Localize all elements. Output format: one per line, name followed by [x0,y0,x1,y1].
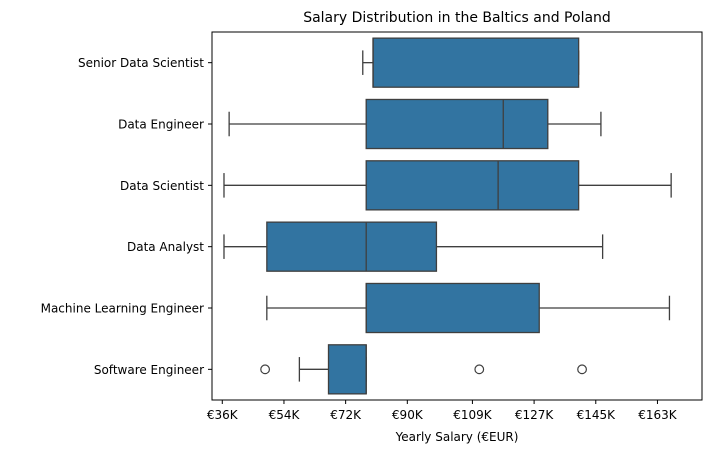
y-tick-label-1: Data Engineer [118,118,204,132]
x-tick-label-1: €54K [269,408,301,422]
x-axis-label: Yearly Salary (€EUR) [395,430,519,444]
box-2 [365,160,580,211]
box-1 [365,98,549,150]
y-tick-label-3: Data Analyst [127,240,204,254]
box-group-4 [266,282,671,334]
box-group-3 [223,221,604,272]
x-tick-label-0: €36K [207,408,239,422]
x-tick-label-3: €90K [392,408,424,422]
outlier-5-0 [260,364,271,375]
outlier-5-2 [577,364,587,375]
chart-title: Salary Distribution in the Baltics and P… [303,10,611,26]
plot-area [211,31,703,401]
x-tick-label-6: €145K [577,408,617,422]
y-tick-label-5: Software Engineer [94,363,204,377]
x-axis: €36K €54K €72K €90K €109K €127K €145K €163K [207,400,678,422]
box-0 [372,37,580,88]
x-tick-label-5: €127K [515,408,555,422]
box-group-5 [260,344,587,395]
box-group-2 [223,160,672,211]
x-tick-label-7: €163K [638,408,678,422]
box-5 [327,344,367,395]
outlier-5-1 [474,364,485,375]
y-axis: Senior Data Scientist Data Engineer Data S… [41,56,212,377]
box-group-0 [362,37,580,88]
box-4 [365,282,540,334]
x-tick-label-4: €109K [453,408,493,422]
x-tick-label-2: €72K [330,408,362,422]
plot-frame [211,31,703,401]
box-group-1 [228,98,602,150]
y-tick-label-4: Machine Learning Engineer [41,302,204,316]
box-3 [266,221,438,272]
y-tick-label-2: Data Scientist [120,179,204,193]
y-tick-label-0: Senior Data Scientist [78,56,204,70]
